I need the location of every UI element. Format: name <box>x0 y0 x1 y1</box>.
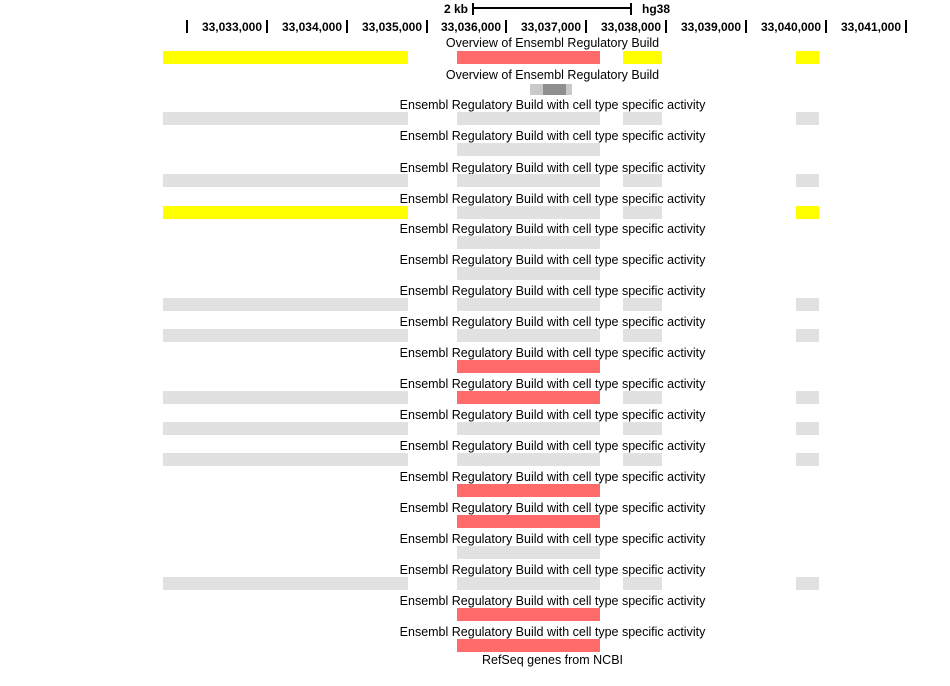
ruler-coordinate-label: 33,034,000 <box>281 20 342 34</box>
overview-regbuild-label: Overview of Ensembl Regulatory Build <box>445 36 660 50</box>
celltype-activity-12-feature[interactable] <box>457 453 600 466</box>
celltype-activity-2-feature[interactable] <box>457 143 600 156</box>
ruler-tick <box>426 20 428 33</box>
celltype-activity-4-feature[interactable] <box>623 206 662 219</box>
celltype-activity-3-feature[interactable] <box>163 174 408 187</box>
celltype-activity-2-label: Ensembl Regulatory Build with cell type … <box>399 129 706 143</box>
celltype-activity-14-label: Ensembl Regulatory Build with cell type … <box>399 501 706 515</box>
celltype-activity-7-feature[interactable] <box>163 298 408 311</box>
celltype-activity-11-feature[interactable] <box>623 422 662 435</box>
celltype-activity-10-label: Ensembl Regulatory Build with cell type … <box>399 377 706 391</box>
celltype-activity-9-label: Ensembl Regulatory Build with cell type … <box>399 346 706 360</box>
celltype-activity-3-feature[interactable] <box>457 174 600 187</box>
overview-regbuild-feature[interactable] <box>796 51 819 64</box>
celltype-activity-16-feature[interactable] <box>796 577 819 590</box>
celltype-activity-1-label: Ensembl Regulatory Build with cell type … <box>399 98 706 112</box>
celltype-activity-11-feature[interactable] <box>796 422 819 435</box>
celltype-activity-4-feature[interactable] <box>457 206 600 219</box>
ruler-tick <box>266 20 268 33</box>
celltype-activity-18-label: Ensembl Regulatory Build with cell type … <box>399 625 706 639</box>
celltype-activity-11-feature[interactable] <box>163 422 408 435</box>
celltype-activity-12-feature[interactable] <box>623 453 662 466</box>
overview-regbuild-dense-label: Overview of Ensembl Regulatory Build <box>445 68 660 82</box>
ruler-tick <box>825 20 827 33</box>
scale-size-label: 2 kb <box>443 2 468 16</box>
celltype-activity-8-feature[interactable] <box>796 329 819 342</box>
celltype-activity-1-feature[interactable] <box>623 112 662 125</box>
celltype-activity-7-label: Ensembl Regulatory Build with cell type … <box>399 284 706 298</box>
ruler-tick <box>905 20 907 33</box>
celltype-activity-16-label: Ensembl Regulatory Build with cell type … <box>399 563 706 577</box>
celltype-activity-10-feature[interactable] <box>457 391 600 404</box>
celltype-activity-5-feature[interactable] <box>457 236 600 249</box>
celltype-activity-3-label: Ensembl Regulatory Build with cell type … <box>399 161 706 175</box>
overview-regbuild-feature[interactable] <box>623 51 662 64</box>
celltype-activity-6-label: Ensembl Regulatory Build with cell type … <box>399 253 706 267</box>
celltype-activity-8-feature[interactable] <box>457 329 600 342</box>
celltype-activity-16-feature[interactable] <box>163 577 408 590</box>
ruler-coordinate-label: 33,041,000 <box>840 20 901 34</box>
celltype-activity-5-label: Ensembl Regulatory Build with cell type … <box>399 222 706 236</box>
ruler-tick <box>505 20 507 33</box>
celltype-activity-6-feature[interactable] <box>457 267 600 280</box>
celltype-activity-4-feature[interactable] <box>163 206 408 219</box>
celltype-activity-9-feature[interactable] <box>457 360 600 373</box>
ruler-coordinate-label: 33,039,000 <box>680 20 741 34</box>
ruler-tick <box>665 20 667 33</box>
celltype-activity-17-label: Ensembl Regulatory Build with cell type … <box>399 594 706 608</box>
celltype-activity-16-feature[interactable] <box>457 577 600 590</box>
celltype-activity-10-feature[interactable] <box>796 391 819 404</box>
celltype-activity-15-label: Ensembl Regulatory Build with cell type … <box>399 532 706 546</box>
celltype-activity-1-feature[interactable] <box>796 112 819 125</box>
celltype-activity-8-feature[interactable] <box>163 329 408 342</box>
assembly-label: hg38 <box>642 2 671 16</box>
celltype-activity-12-feature[interactable] <box>163 453 408 466</box>
scale-bar-right-tick <box>630 3 632 15</box>
ruler-coordinate-label: 33,035,000 <box>361 20 422 34</box>
celltype-activity-10-feature[interactable] <box>163 391 408 404</box>
celltype-activity-13-label: Ensembl Regulatory Build with cell type … <box>399 470 706 484</box>
celltype-activity-15-feature[interactable] <box>457 546 600 559</box>
celltype-activity-12-feature[interactable] <box>796 453 819 466</box>
celltype-activity-17-feature[interactable] <box>457 608 600 621</box>
celltype-activity-10-feature[interactable] <box>623 391 662 404</box>
overview-regbuild-feature[interactable] <box>163 51 408 64</box>
ruler-coordinate-label: 33,037,000 <box>520 20 581 34</box>
celltype-activity-14-feature[interactable] <box>457 515 600 528</box>
celltype-activity-3-feature[interactable] <box>623 174 662 187</box>
celltype-activity-1-feature[interactable] <box>457 112 600 125</box>
ruler-coordinate-label: 33,038,000 <box>600 20 661 34</box>
celltype-activity-13-feature[interactable] <box>457 484 600 497</box>
ruler-coordinate-label: 33,033,000 <box>201 20 262 34</box>
celltype-activity-11-label: Ensembl Regulatory Build with cell type … <box>399 408 706 422</box>
celltype-activity-7-feature[interactable] <box>457 298 600 311</box>
celltype-activity-12-label: Ensembl Regulatory Build with cell type … <box>399 439 706 453</box>
celltype-activity-8-feature[interactable] <box>623 329 662 342</box>
celltype-activity-7-feature[interactable] <box>796 298 819 311</box>
overview-regbuild-feature[interactable] <box>457 51 600 64</box>
ruler-tick <box>585 20 587 33</box>
ruler-tick <box>186 20 188 33</box>
ruler-tick <box>346 20 348 33</box>
ruler-coordinate-label: 33,036,000 <box>440 20 501 34</box>
ruler-tick <box>745 20 747 33</box>
celltype-activity-11-feature[interactable] <box>457 422 600 435</box>
celltype-activity-16-feature[interactable] <box>623 577 662 590</box>
celltype-activity-1-feature[interactable] <box>163 112 408 125</box>
scale-bar-left-tick <box>472 3 474 15</box>
overview-regbuild-dense-feature[interactable] <box>543 84 566 95</box>
scale-bar <box>472 7 632 9</box>
celltype-activity-8-label: Ensembl Regulatory Build with cell type … <box>399 315 706 329</box>
celltype-activity-7-feature[interactable] <box>623 298 662 311</box>
celltype-activity-18-feature[interactable] <box>457 639 600 652</box>
ruler-coordinate-label: 33,040,000 <box>760 20 821 34</box>
celltype-activity-4-feature[interactable] <box>796 206 819 219</box>
celltype-activity-4-label: Ensembl Regulatory Build with cell type … <box>399 192 706 206</box>
celltype-activity-3-feature[interactable] <box>796 174 819 187</box>
refseq-genes-label: RefSeq genes from NCBI <box>481 653 624 667</box>
